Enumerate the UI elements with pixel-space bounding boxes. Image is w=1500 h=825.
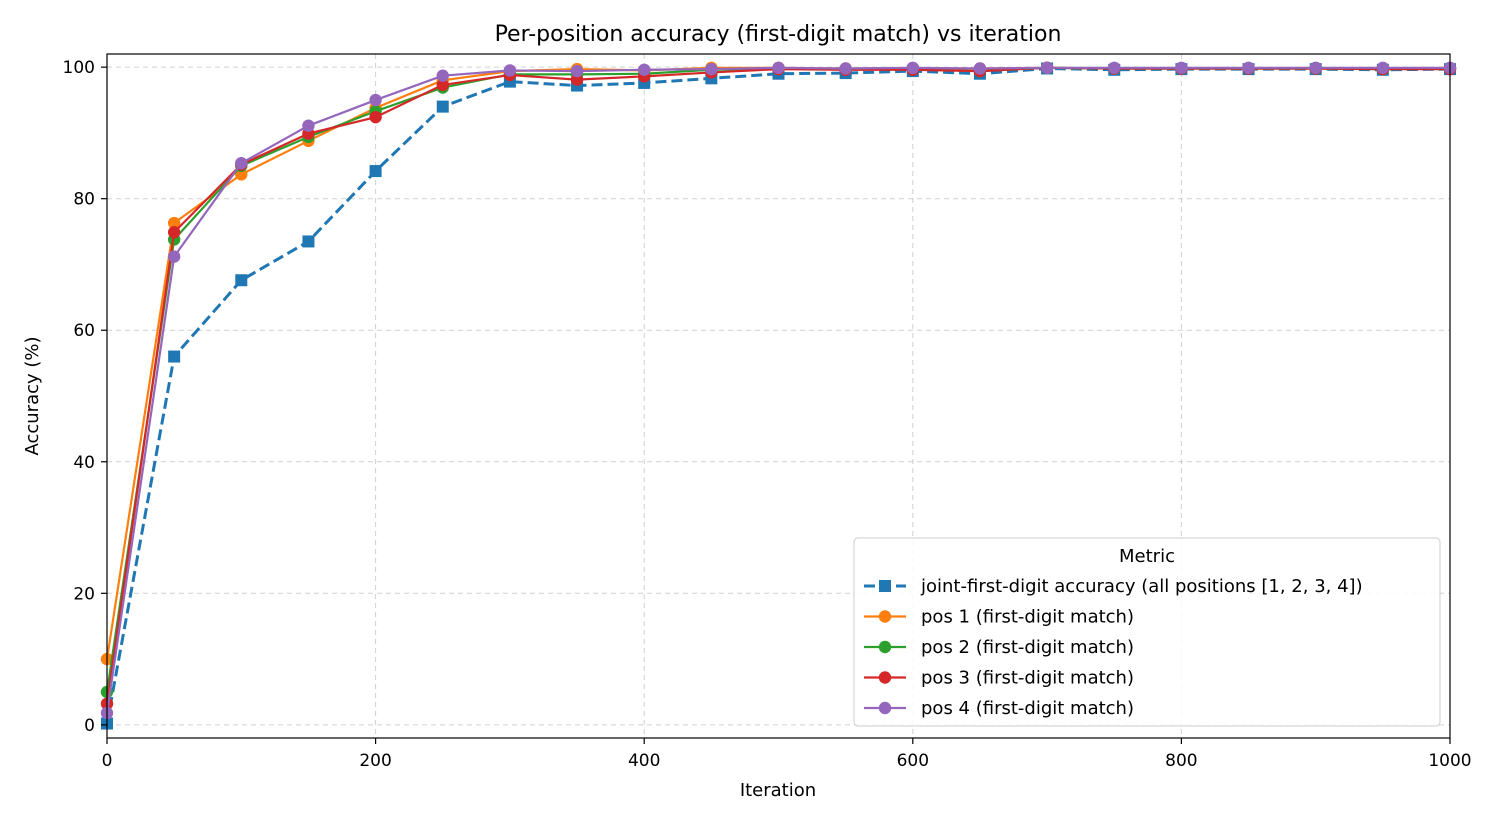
data-point (235, 156, 248, 170)
data-point (235, 168, 248, 181)
chart-title: Per-position accuracy (first-digit match… (495, 22, 1062, 47)
x-tick-label: 400 (628, 751, 660, 771)
data-point (1175, 61, 1188, 75)
data-point (369, 110, 382, 124)
axis-ticks: 0 200 400 600 800 1000 0 20 40 60 80 100 (63, 58, 1472, 771)
data-point (772, 61, 785, 75)
data-point (369, 93, 382, 107)
series-5 (100, 61, 1457, 720)
data-point (1108, 61, 1121, 75)
data-point (436, 100, 449, 113)
legend-entry: pos 4 (first-digit match) (864, 698, 1134, 719)
data-point (167, 226, 181, 239)
legend-label: pos 3 (first-digit match) (921, 668, 1134, 689)
data-point (436, 69, 449, 82)
x-tick-label: 0 (102, 751, 113, 771)
data-point (167, 216, 181, 230)
legend-entry: joint-first-digit accuracy (all position… (864, 576, 1363, 597)
series-layer (100, 61, 1457, 730)
legend-marker (878, 640, 892, 654)
legend-box (853, 537, 1441, 727)
x-tick-label: 800 (1165, 751, 1197, 771)
legend-marker (878, 671, 892, 684)
legend-entry: pos 2 (first-digit match) (864, 637, 1134, 658)
data-point (973, 62, 987, 75)
x-tick-label: 1000 (1428, 751, 1471, 771)
data-point (436, 78, 449, 92)
y-tick-label: 100 (63, 58, 95, 78)
data-point (167, 250, 181, 263)
data-point (906, 61, 919, 75)
legend: Metric joint-first-digit accuracy (all p… (853, 537, 1441, 727)
y-tick-label: 0 (84, 716, 95, 736)
data-point (705, 62, 718, 76)
data-point (638, 63, 651, 76)
data-point (1242, 61, 1255, 75)
legend-label: joint-first-digit accuracy (all position… (920, 576, 1363, 597)
data-point (302, 235, 315, 248)
y-axis-label: Accuracy (%) (22, 336, 43, 455)
plot-frame (106, 53, 1451, 739)
x-tick-label: 600 (897, 751, 929, 771)
legend-entry: pos 1 (first-digit match) (864, 607, 1134, 628)
y-tick-label: 20 (73, 584, 95, 604)
data-point (503, 64, 517, 77)
data-point (1309, 61, 1322, 75)
legend-label: pos 2 (first-digit match) (921, 637, 1134, 658)
data-point (1040, 61, 1054, 75)
data-point (570, 73, 584, 86)
data-point (1376, 61, 1390, 75)
x-axis-label: Iteration (740, 780, 816, 801)
legend-marker (878, 701, 892, 715)
legend-label: pos 4 (first-digit match) (921, 698, 1134, 719)
x-tick-label: 200 (359, 751, 391, 771)
legend-label: pos 1 (first-digit match) (921, 607, 1134, 628)
data-point (839, 62, 852, 75)
legend-title: Metric (1119, 546, 1175, 567)
data-point (235, 274, 248, 287)
data-point (369, 165, 382, 178)
series-line (105, 66, 1451, 724)
legend-marker (878, 610, 892, 623)
legend-entry: pos 3 (first-digit match) (864, 668, 1134, 689)
data-point (570, 64, 584, 78)
y-tick-label: 40 (73, 453, 95, 473)
data-point (302, 119, 315, 132)
legend-marker (879, 580, 891, 592)
data-point (168, 350, 181, 363)
y-tick-label: 80 (73, 190, 95, 210)
y-tick-label: 60 (73, 321, 95, 341)
